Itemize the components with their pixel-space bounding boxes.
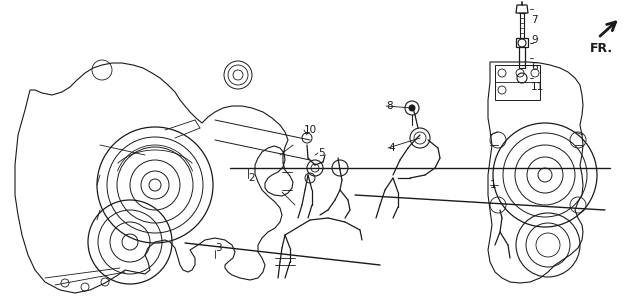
Text: 4: 4 [388, 143, 395, 153]
Text: 2: 2 [248, 173, 255, 183]
Text: 8: 8 [386, 101, 392, 111]
Circle shape [409, 105, 415, 111]
Text: 9: 9 [531, 35, 538, 45]
Text: 1: 1 [490, 180, 497, 190]
Text: 10: 10 [304, 125, 317, 135]
Text: 7: 7 [531, 15, 538, 25]
Text: 11: 11 [531, 82, 544, 92]
Text: 5: 5 [318, 148, 324, 158]
Text: 3: 3 [215, 243, 221, 253]
Text: 6: 6 [531, 62, 538, 72]
Text: FR.: FR. [590, 42, 613, 55]
